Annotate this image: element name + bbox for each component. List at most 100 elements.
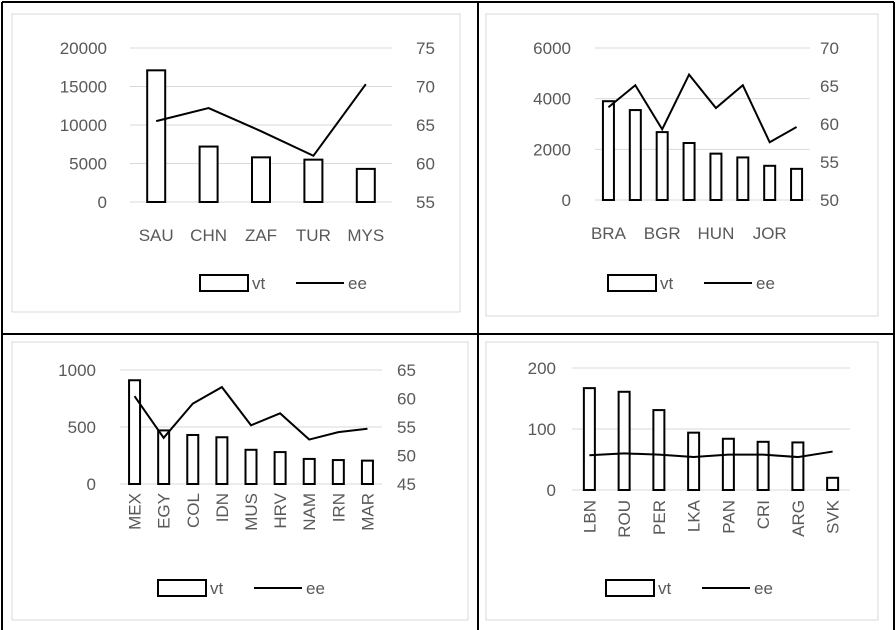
y-tick-label-left: 5000 (69, 155, 107, 174)
y-tick-label-right: 60 (820, 115, 839, 134)
bar-vt (186, 433, 200, 486)
y-tick-label-left: 0 (87, 475, 96, 494)
bar-vt (655, 131, 669, 202)
x-tick-label: MUS (242, 493, 261, 531)
bar-vt (244, 448, 258, 485)
x-tick-label: BGR (644, 224, 681, 243)
bar-vt (273, 451, 287, 485)
legend-swatch-vt (607, 274, 657, 292)
bar-vt (128, 379, 142, 486)
bar-vt (331, 459, 345, 485)
y-tick-label-right: 65 (397, 361, 416, 380)
x-tick-label: NAM (300, 493, 319, 531)
y-tick-label-left: 2000 (533, 140, 571, 159)
chart-1: 0 5000 10000 15000 20000 55 60 65 70 75 SAU CHN ZAF T… (11, 13, 461, 313)
legend-swatch-vt (199, 274, 249, 292)
x-tick-label: HRV (271, 492, 290, 528)
legend-swatch-vt (605, 579, 655, 597)
y-tick-label-right: 70 (416, 78, 435, 97)
bar-vt (601, 100, 615, 201)
y-tick-label-right: 65 (416, 116, 435, 135)
x-tick-label: TUR (296, 226, 331, 245)
bar-vt (302, 457, 316, 486)
y-tick-label-left: 0 (562, 191, 571, 210)
x-tick-label: LKA (685, 499, 704, 532)
chart-2: 0 2000 4000 6000 50 55 60 65 70 BRA BGR HUN JOR vt ee (485, 13, 879, 317)
legend-label-ee: ee (306, 579, 325, 598)
bar-vt (215, 436, 229, 486)
chart-frame (485, 341, 879, 621)
x-tick-label: ZAF (245, 226, 277, 245)
x-tick-label: PAN (719, 500, 738, 534)
y-tick-label-left: 500 (68, 418, 96, 437)
x-tick-label: BRA (591, 224, 627, 243)
bar-vt (617, 390, 631, 492)
bar-vt (791, 441, 805, 492)
legend-label-ee: ee (756, 274, 775, 293)
chart-frame (485, 13, 879, 317)
y-tick-label-right: 55 (820, 153, 839, 172)
line-ee (133, 385, 368, 441)
bar-vt (756, 440, 770, 491)
y-tick-label-right: 75 (416, 39, 435, 58)
chart-4: 0 100 200 LBN ROU PER LKA PAN CRI ARG SVK vt ee (485, 341, 879, 621)
x-tick-label: MEX (126, 493, 145, 530)
x-tick-label: MAR (358, 493, 377, 531)
bar-vt (582, 387, 596, 492)
x-tick-label: SAU (139, 226, 174, 245)
x-tick-label: IDN (213, 493, 232, 522)
x-tick-label: CHN (190, 226, 227, 245)
y-tick-label-left: 100 (528, 420, 556, 439)
y-tick-label-right: 60 (397, 390, 416, 409)
y-tick-label-left: 200 (528, 359, 556, 378)
x-tick-label: IRN (329, 493, 348, 522)
legend-label-vt: vt (252, 274, 266, 293)
y-tick-label-right: 45 (397, 475, 416, 494)
x-tick-label: MYS (347, 226, 384, 245)
y-tick-label-left: 10000 (60, 116, 107, 135)
bar-vt (360, 459, 374, 486)
line-ee (607, 72, 798, 144)
legend-swatch-vt (157, 579, 207, 597)
x-tick-label: SVK (824, 499, 843, 534)
legend-label-vt: vt (660, 274, 674, 293)
x-tick-label: ARG (789, 500, 808, 537)
bar-vt (198, 145, 219, 203)
chart-frame (11, 341, 469, 621)
bar-vt (790, 167, 804, 201)
x-tick-label: HUN (698, 224, 735, 243)
y-tick-label-left: 0 (98, 193, 107, 212)
bar-vt (355, 167, 376, 203)
y-tick-label-right: 50 (820, 191, 839, 210)
y-tick-label-right: 55 (397, 418, 416, 437)
bar-vt (303, 158, 324, 203)
y-tick-label-right: 70 (820, 39, 839, 58)
legend-label-ee: ee (348, 274, 367, 293)
y-tick-label-right: 60 (416, 155, 435, 174)
bar-vt (687, 431, 701, 492)
x-tick-label: JOR (753, 224, 787, 243)
y-tick-label-left: 20000 (60, 39, 107, 58)
bar-vt (736, 156, 750, 202)
line-ee (589, 450, 833, 459)
y-tick-label-right: 50 (397, 447, 416, 466)
bar-vt (826, 476, 840, 491)
legend-label-vt: vt (658, 579, 672, 598)
bar-vt (146, 69, 167, 203)
bar-vt (682, 142, 696, 201)
y-tick-label-left: 0 (547, 481, 556, 500)
bar-vt (709, 152, 723, 201)
y-tick-label-left: 1000 (58, 361, 96, 380)
x-tick-label: CRI (754, 500, 773, 529)
bar-vt (721, 437, 735, 492)
x-tick-label: LBN (580, 500, 599, 533)
x-tick-label: PER (650, 500, 669, 535)
y-tick-label-left: 15000 (60, 78, 107, 97)
legend-label-vt: vt (210, 579, 224, 598)
bar-vt (628, 109, 642, 201)
y-tick-label-left: 6000 (533, 39, 571, 58)
bar-vt (763, 164, 777, 202)
y-tick-label-left: 4000 (533, 90, 571, 109)
